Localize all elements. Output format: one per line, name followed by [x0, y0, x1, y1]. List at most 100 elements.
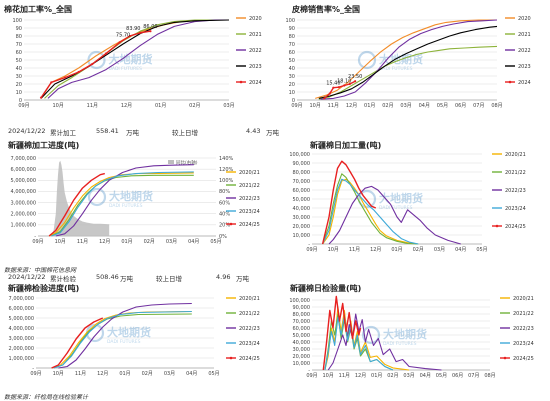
legend-label: 2023/24 [239, 209, 260, 215]
stat-delta-unit: 万吨 [266, 129, 279, 137]
watermark-en: DADI FUTURES [107, 339, 141, 345]
x-tick-label: 11月 [339, 373, 350, 379]
series-line-2023-24 [51, 171, 194, 237]
series-line-2023 [318, 25, 498, 99]
watermark-en: DADI FUTURES [109, 66, 143, 72]
legend-label: 2023/24 [239, 341, 260, 347]
legend-marker [229, 356, 233, 360]
y-tick-label: 1,000,000 [9, 356, 34, 362]
legend-marker [495, 224, 499, 228]
series-line-2021 [318, 45, 498, 100]
y-tick-label: 40 [16, 66, 22, 72]
y-tick-label: 6,000,000 [11, 167, 36, 173]
x-tick-label: 10月 [53, 371, 64, 377]
legend-label: 2023/24 [513, 341, 534, 347]
x-tick-label: 10月 [322, 373, 333, 379]
stat-date: 2024/12/22 [8, 127, 46, 135]
x-tick-label: 11月 [349, 247, 360, 253]
source-note: 数据来源：中国棉花信息网 [4, 267, 77, 274]
stat-compare: 较上日增 [156, 275, 182, 283]
x-tick-label: 07月 [468, 373, 479, 379]
y-tick-label: 50,000 [293, 333, 311, 339]
y-tick-label: 30 [16, 74, 22, 80]
legend-label: 2020/21 [239, 170, 260, 176]
x-tick-label: 03月 [403, 373, 414, 379]
x-tick-label: 10月 [52, 103, 63, 109]
x-tick-label: 01月 [119, 371, 130, 377]
legend-marker [503, 356, 507, 360]
series-line-2022-23 [328, 185, 461, 245]
chart-title: 新疆棉加工进度(吨) [8, 141, 80, 150]
series-line-2022-23 [55, 164, 194, 237]
stat-value: 508.46 [96, 273, 119, 281]
y-tick-label: 10,000 [293, 361, 311, 367]
y-tick-label: 70 [16, 42, 22, 48]
y-tick-label: 10 [16, 90, 22, 96]
x-tick-label: 02月 [413, 247, 424, 253]
y-tick-label: 60,000 [293, 188, 311, 194]
legend-label: 2022 [518, 48, 531, 54]
x-tick-label: 09月 [32, 239, 43, 245]
source-note: 数据来源：纤检局在线检验累计 [4, 394, 89, 401]
watermark-logo-icon [357, 50, 377, 70]
y-tick-label: 80 [289, 34, 295, 40]
legend-label: 2021/22 [505, 170, 526, 176]
x-tick-label: 02月 [144, 239, 155, 245]
y-tick-label: 4,000,000 [9, 326, 34, 332]
y-tick-label: 80,000 [293, 312, 311, 318]
legend-label: 2022/23 [239, 326, 260, 332]
legend-marker [229, 222, 233, 226]
legend-label: 2021/22 [513, 311, 534, 317]
y-tick-label: 80 [16, 34, 22, 40]
series-point [77, 70, 80, 74]
y-tick-label: 1,000,000 [11, 223, 36, 229]
legend-label: 2021 [518, 32, 531, 38]
legend-label: 2024/25 [239, 356, 260, 362]
x-tick-label: 10月 [55, 239, 66, 245]
y-tick-label: 100 [285, 18, 295, 24]
y-tick-label: 20,000 [293, 224, 311, 230]
y-tick-label: 80,000 [293, 170, 311, 176]
chart-title: 棉花加工率%_全国 [4, 5, 73, 14]
series-line-2024 [40, 30, 151, 98]
data-label: 23.50 [348, 74, 362, 80]
y-tick-label: 2,000,000 [9, 346, 34, 352]
legend-label: 2022/23 [513, 326, 534, 332]
x-tick-label: 01月 [391, 247, 402, 253]
watermark-cn: 大地期货 [109, 189, 153, 203]
x-tick-label: 03月 [400, 103, 411, 109]
x-tick-label: 02月 [382, 103, 393, 109]
chart-title: 皮棉销售率%_全国 [292, 5, 361, 14]
legend-label: 2023 [249, 64, 262, 70]
watermark-logo-icon [357, 189, 377, 209]
series-line-2024-25 [51, 317, 104, 369]
legend-label: 2023 [518, 64, 531, 70]
y-tick-label: 40 [289, 66, 295, 72]
y-tick-label: 3,000,000 [11, 200, 36, 206]
y2-tick-label: 40% [219, 212, 230, 218]
watermark-logo-icon [87, 50, 106, 70]
watermark-logo-icon [361, 325, 381, 345]
series-line-2022 [320, 19, 498, 100]
series-line-2020-21 [322, 178, 419, 245]
series-point [149, 30, 152, 33]
series-point [139, 31, 142, 34]
watermark-cn: 大地期货 [107, 325, 151, 339]
series-point [91, 62, 94, 66]
y-tick-label: 10 [289, 90, 295, 96]
x-tick-label: 12月 [346, 103, 357, 109]
y-tick-label: 2,000,000 [11, 212, 36, 218]
watermark-en: DADI FUTURES [383, 341, 417, 347]
x-tick-label: 01月 [364, 103, 375, 109]
y2-tick-label: 0% [219, 234, 227, 240]
x-tick-label: 05月 [437, 103, 448, 109]
y-tick-label: 0 [19, 98, 22, 104]
series-line-2024-25 [321, 160, 377, 245]
chart-xj-processing-progress: - 1,000,000 2,000,000 3,000,000 4,000,000 5,0… [11, 156, 260, 245]
series-point [354, 80, 357, 83]
x-tick-label: 09月 [291, 103, 302, 109]
x-tick-label: 11月 [87, 103, 98, 109]
x-tick-label: 11月 [75, 371, 86, 377]
y-tick-label: 20,000 [293, 354, 311, 360]
x-tick-label: 03月 [166, 239, 177, 245]
